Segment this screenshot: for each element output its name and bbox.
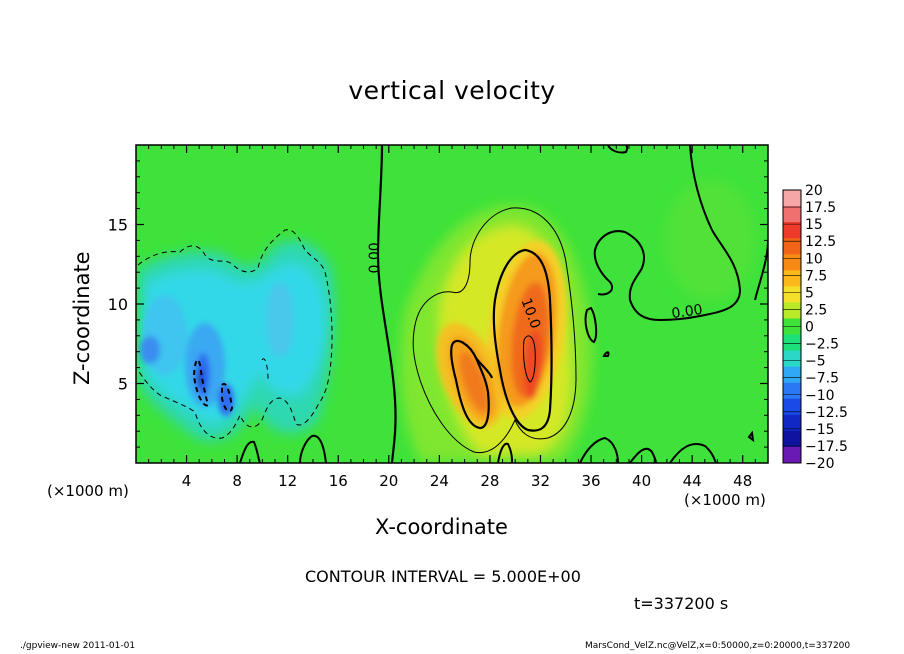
colorbar-label-15: −17.5 [805,439,848,455]
colorbar-label-9: −2.5 [805,337,839,353]
x-tick-label-8: 36 [581,472,600,490]
x-tick-label-6: 28 [480,472,499,490]
colorbar-label-11: −7.5 [805,371,839,387]
colorbar-label-16: −20 [805,456,835,472]
contour-label-2: 0.00 [671,302,704,322]
y-tick-label-2: 15 [108,216,128,235]
time-stamp: t=337200 s [634,594,729,613]
colorbar-swatch-3 [783,238,801,255]
velocity-field [136,145,768,463]
contour-lines [137,145,768,463]
y-tick-label-1: 10 [108,295,128,314]
colorbar-swatch-1 [783,206,801,223]
x-tick-label-4: 20 [379,472,398,490]
x-tick-label-3: 16 [329,472,348,490]
colorbar-swatch-4 [783,254,801,271]
colorbar-label-5: 7.5 [805,268,827,284]
x-tick-label-9: 40 [632,472,651,490]
colorbar-label-10: −5 [805,354,826,370]
colorbar-swatch-2 [783,222,801,239]
colorbar-label-14: −15 [805,422,835,438]
x-axis-ticks: 4 8 12 16 20 24 28 32 36 40 44 48 [148,145,756,490]
contour-label-0: 0.00 [367,242,383,273]
colorbar-label-1: 17.5 [805,200,836,216]
colorbar-label-13: −12.5 [805,405,848,421]
colorbar-label-0: 20 [805,183,823,199]
colorbar-label-12: −10 [805,388,835,404]
x-tick-label-10: 44 [683,472,702,490]
x-axis-label: X-coordinate [375,515,508,539]
colorbar-swatch-12 [783,382,801,400]
colorbar-swatch-7 [783,302,801,319]
y-tick-label-0: 5 [118,375,128,394]
x-unit-left: (×1000 m) [47,482,129,500]
colorbar-label-6: 5 [805,285,814,301]
colorbar-swatch-0 [783,190,801,207]
colorbar-swatch-9 [783,334,801,352]
colorbar-label-2: 15 [805,217,823,233]
y-axis-ticks: 5 10 15 [108,160,768,448]
chart-title: vertical velocity [348,76,556,105]
colorbar-swatch-10 [783,350,801,368]
colorbar-swatch-13 [783,398,801,416]
colorbar-label-3: 12.5 [805,234,836,250]
colorbar-swatch-5 [783,270,801,287]
x-tick-label-11: 48 [733,472,752,490]
x-tick-label-1: 8 [232,472,242,490]
colorbar-label-7: 2.5 [805,302,827,318]
x-unit-right: (×1000 m) [684,491,766,509]
colorbar-swatch-11 [783,366,801,384]
footer-left: ./gpview-new 2011-01-01 [20,641,136,651]
contour-interval-note: CONTOUR INTERVAL = 5.000E+00 [305,567,581,586]
x-tick-label-0: 4 [182,472,192,490]
colorbar-swatch-15 [783,430,801,448]
x-tick-label-2: 12 [278,472,297,490]
colorbar-label-8: 0 [805,320,814,336]
colorbar-swatch-16 [783,446,801,464]
colorbar-label-4: 10 [805,251,823,267]
y-axis-label: Z-coordinate [70,251,94,385]
x-tick-label-5: 24 [430,472,449,490]
colorbar-swatch-14 [783,414,801,432]
colorbar-swatch-6 [783,286,801,303]
footer-right: MarsCond_VelZ.nc@VelZ,x=0:50000,z=0:2000… [585,641,851,651]
x-tick-label-7: 32 [531,472,550,490]
